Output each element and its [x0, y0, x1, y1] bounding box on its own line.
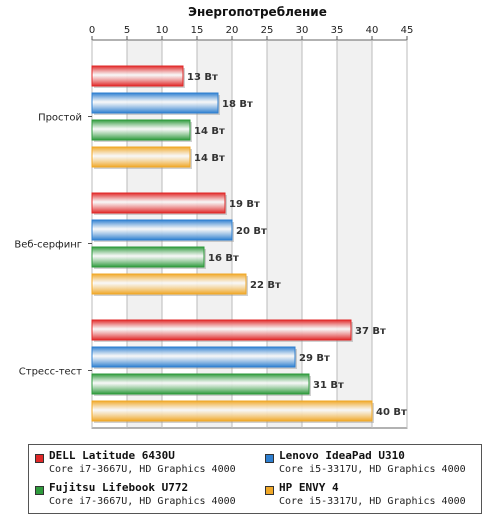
x-tick-label: 0 [89, 25, 95, 36]
legend-detail-2: Core i7-3667U, HD Graphics 4000 [49, 496, 236, 507]
legend-item-3: HP ENVY 4 Core i5-3317U, HD Graphics 400… [265, 481, 485, 511]
legend-detail-0: Core i7-3667U, HD Graphics 4000 [49, 464, 236, 475]
y-category-label: Веб-серфинг [14, 240, 82, 251]
bar-value-label: 29 Вт [299, 353, 330, 364]
legend-swatch-0 [35, 454, 44, 463]
bar [91, 65, 184, 87]
plot-area: Энергопотребление 0 5 10 15 20 25 30 35 40 45 Прост… [14, 5, 414, 429]
x-tick-label: 15 [191, 25, 204, 36]
bar-value-label: 14 Вт [194, 126, 225, 137]
x-tick-label: 5 [124, 25, 130, 36]
y-category-label: Стресс-тест [19, 367, 82, 378]
bar [91, 400, 373, 422]
x-tick-label: 30 [296, 25, 309, 36]
legend-detail-3: Core i5-3317U, HD Graphics 4000 [279, 496, 466, 507]
legend-item-1: Lenovo IdeaPad U310 Core i5-3317U, HD Gr… [265, 449, 485, 479]
legend-name-0: DELL Latitude 6430U [49, 449, 175, 462]
bar [91, 92, 219, 114]
bar-value-label: 20 Вт [236, 226, 267, 237]
bar [91, 246, 205, 268]
chart-title: Энергопотребление [188, 5, 327, 19]
x-tick-label: 10 [156, 25, 169, 36]
legend-item-0: DELL Latitude 6430U Core i7-3667U, HD Gr… [35, 449, 255, 479]
grid-band [337, 40, 372, 428]
bar [91, 219, 233, 241]
x-tick-label: 25 [261, 25, 274, 36]
x-tick-label: 35 [331, 25, 344, 36]
legend-name-1: Lenovo IdeaPad U310 [279, 449, 405, 462]
bar-value-label: 16 Вт [208, 253, 239, 264]
bar [91, 346, 296, 368]
legend-swatch-1 [265, 454, 274, 463]
legend-swatch-3 [265, 486, 274, 495]
bar-value-label: 31 Вт [313, 380, 344, 391]
legend-item-2: Fujitsu Lifebook U772 Core i7-3667U, HD … [35, 481, 255, 511]
bar [91, 319, 352, 341]
bar [91, 146, 191, 168]
bar-value-label: 13 Вт [187, 72, 218, 83]
bar [91, 373, 310, 395]
legend-name-3: HP ENVY 4 [279, 481, 339, 494]
bar [91, 119, 191, 141]
bar-value-label: 14 Вт [194, 153, 225, 164]
x-tick-label: 40 [366, 25, 379, 36]
legend: DELL Latitude 6430U Core i7-3667U, HD Gr… [28, 444, 482, 514]
bar [91, 273, 247, 295]
bar [91, 192, 226, 214]
bar-value-label: 37 Вт [355, 326, 386, 337]
legend-name-2: Fujitsu Lifebook U772 [49, 481, 189, 494]
y-category-label: Простой [38, 113, 82, 124]
bar-value-label: 22 Вт [250, 280, 281, 291]
grid-band [267, 40, 302, 428]
bar-value-label: 18 Вт [222, 99, 253, 110]
legend-detail-1: Core i5-3317U, HD Graphics 4000 [279, 464, 466, 475]
bar-value-label: 19 Вт [229, 199, 260, 210]
x-tick-label: 45 [401, 25, 414, 36]
bar-value-label: 40 Вт [376, 407, 407, 418]
x-tick-label: 20 [226, 25, 239, 36]
legend-swatch-2 [35, 486, 44, 495]
